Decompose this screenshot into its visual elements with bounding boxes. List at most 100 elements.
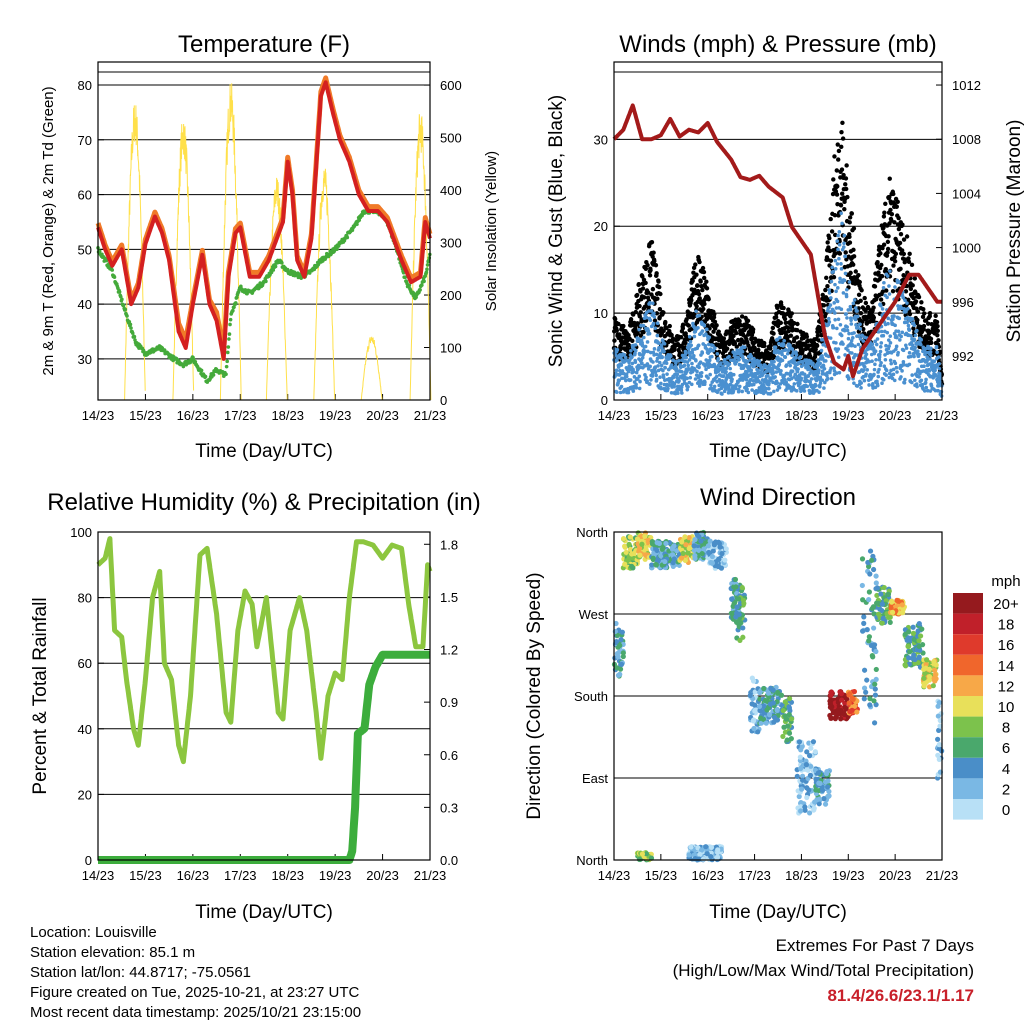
gust-point — [934, 319, 940, 325]
wind-point — [927, 369, 932, 373]
wind-point — [658, 351, 663, 356]
wind-point — [644, 375, 648, 380]
gust-point — [657, 284, 662, 290]
wind-point — [677, 379, 681, 383]
gust-point — [824, 275, 829, 281]
wind-point — [640, 355, 645, 360]
gust-point — [643, 266, 649, 271]
wind-point — [708, 372, 712, 377]
direction-point — [872, 686, 878, 692]
direction-point — [683, 542, 689, 548]
y2-tick-label: 0 — [440, 393, 447, 408]
wind-point — [695, 369, 699, 374]
solar-insolation-line — [265, 177, 288, 401]
gust-point — [640, 274, 645, 279]
wind-point — [648, 350, 653, 355]
wind-point — [816, 358, 821, 362]
gust-point — [831, 177, 836, 182]
dewpoint-point — [117, 290, 122, 294]
direction-point — [685, 550, 691, 556]
gust-point — [735, 337, 741, 343]
wind-point — [895, 370, 899, 374]
wind-point — [880, 381, 884, 385]
direction-point — [736, 611, 742, 618]
wind-point — [927, 362, 932, 366]
wind-point — [899, 334, 903, 339]
gust-point — [898, 266, 903, 272]
direction-point — [789, 716, 795, 722]
wind-point — [656, 364, 660, 368]
dewpoint-point — [425, 267, 429, 271]
direction-point — [873, 573, 879, 579]
gust-point — [856, 292, 862, 297]
y2-tick-label: 0.0 — [440, 853, 458, 868]
gust-point — [901, 251, 907, 257]
wind-point — [841, 245, 846, 249]
direction-point — [620, 650, 626, 656]
gust-point — [825, 240, 830, 245]
wind-point — [636, 337, 641, 341]
wind-point — [817, 368, 821, 373]
direction-point — [719, 551, 725, 557]
wind-point — [867, 383, 871, 387]
wind-point — [660, 355, 664, 360]
direction-point — [798, 799, 804, 806]
gust-point — [702, 275, 707, 281]
gust-point — [911, 295, 916, 301]
gust-point — [888, 207, 893, 213]
wind-point — [615, 358, 619, 362]
direction-point — [739, 584, 745, 591]
gust-point — [652, 318, 658, 323]
wind-point — [923, 380, 928, 385]
y-tick-label: North — [576, 525, 608, 540]
wind-point — [705, 347, 709, 351]
wind-point — [694, 358, 698, 363]
gust-point — [906, 259, 912, 265]
wind-point — [828, 336, 833, 340]
direction-point — [808, 763, 814, 769]
gust-point — [641, 329, 646, 335]
direction-point — [626, 541, 632, 547]
y-tick-label: 0 — [85, 853, 92, 868]
wind-point — [774, 370, 779, 374]
wind-point — [861, 368, 866, 372]
gust-point — [686, 323, 691, 328]
wind-point — [879, 329, 884, 334]
gust-point — [853, 269, 858, 274]
gust-point — [899, 248, 905, 253]
wind-point — [790, 369, 795, 373]
direction-point — [804, 794, 810, 801]
wind-point — [917, 375, 921, 379]
direction-point — [774, 707, 780, 714]
wind-point — [935, 350, 939, 354]
gust-point — [929, 340, 934, 346]
wind-point — [848, 304, 853, 309]
direction-point — [765, 690, 772, 696]
wind-point — [699, 374, 704, 379]
dewpoint-point — [232, 305, 236, 309]
gust-point — [769, 336, 775, 341]
wind-point — [882, 364, 887, 368]
wind-point — [829, 279, 834, 284]
wind-point — [736, 380, 740, 385]
wind-point — [839, 333, 844, 338]
wind-point — [823, 359, 828, 363]
wind-point — [634, 382, 638, 387]
wind-point — [891, 317, 895, 322]
wind-point — [665, 372, 669, 376]
gust-point — [911, 326, 916, 331]
gust-point — [814, 343, 820, 349]
wind-point — [666, 386, 670, 391]
direction-point — [741, 600, 747, 607]
gust-point — [739, 314, 745, 319]
direction-point — [674, 548, 680, 554]
direction-point — [873, 648, 879, 655]
y-tick-label: 50 — [78, 242, 92, 257]
wind-point — [764, 386, 768, 391]
wind-point — [905, 301, 909, 305]
direction-point — [751, 725, 757, 732]
wind-point — [929, 346, 933, 351]
direction-point — [806, 787, 812, 793]
direction-point — [750, 718, 757, 724]
